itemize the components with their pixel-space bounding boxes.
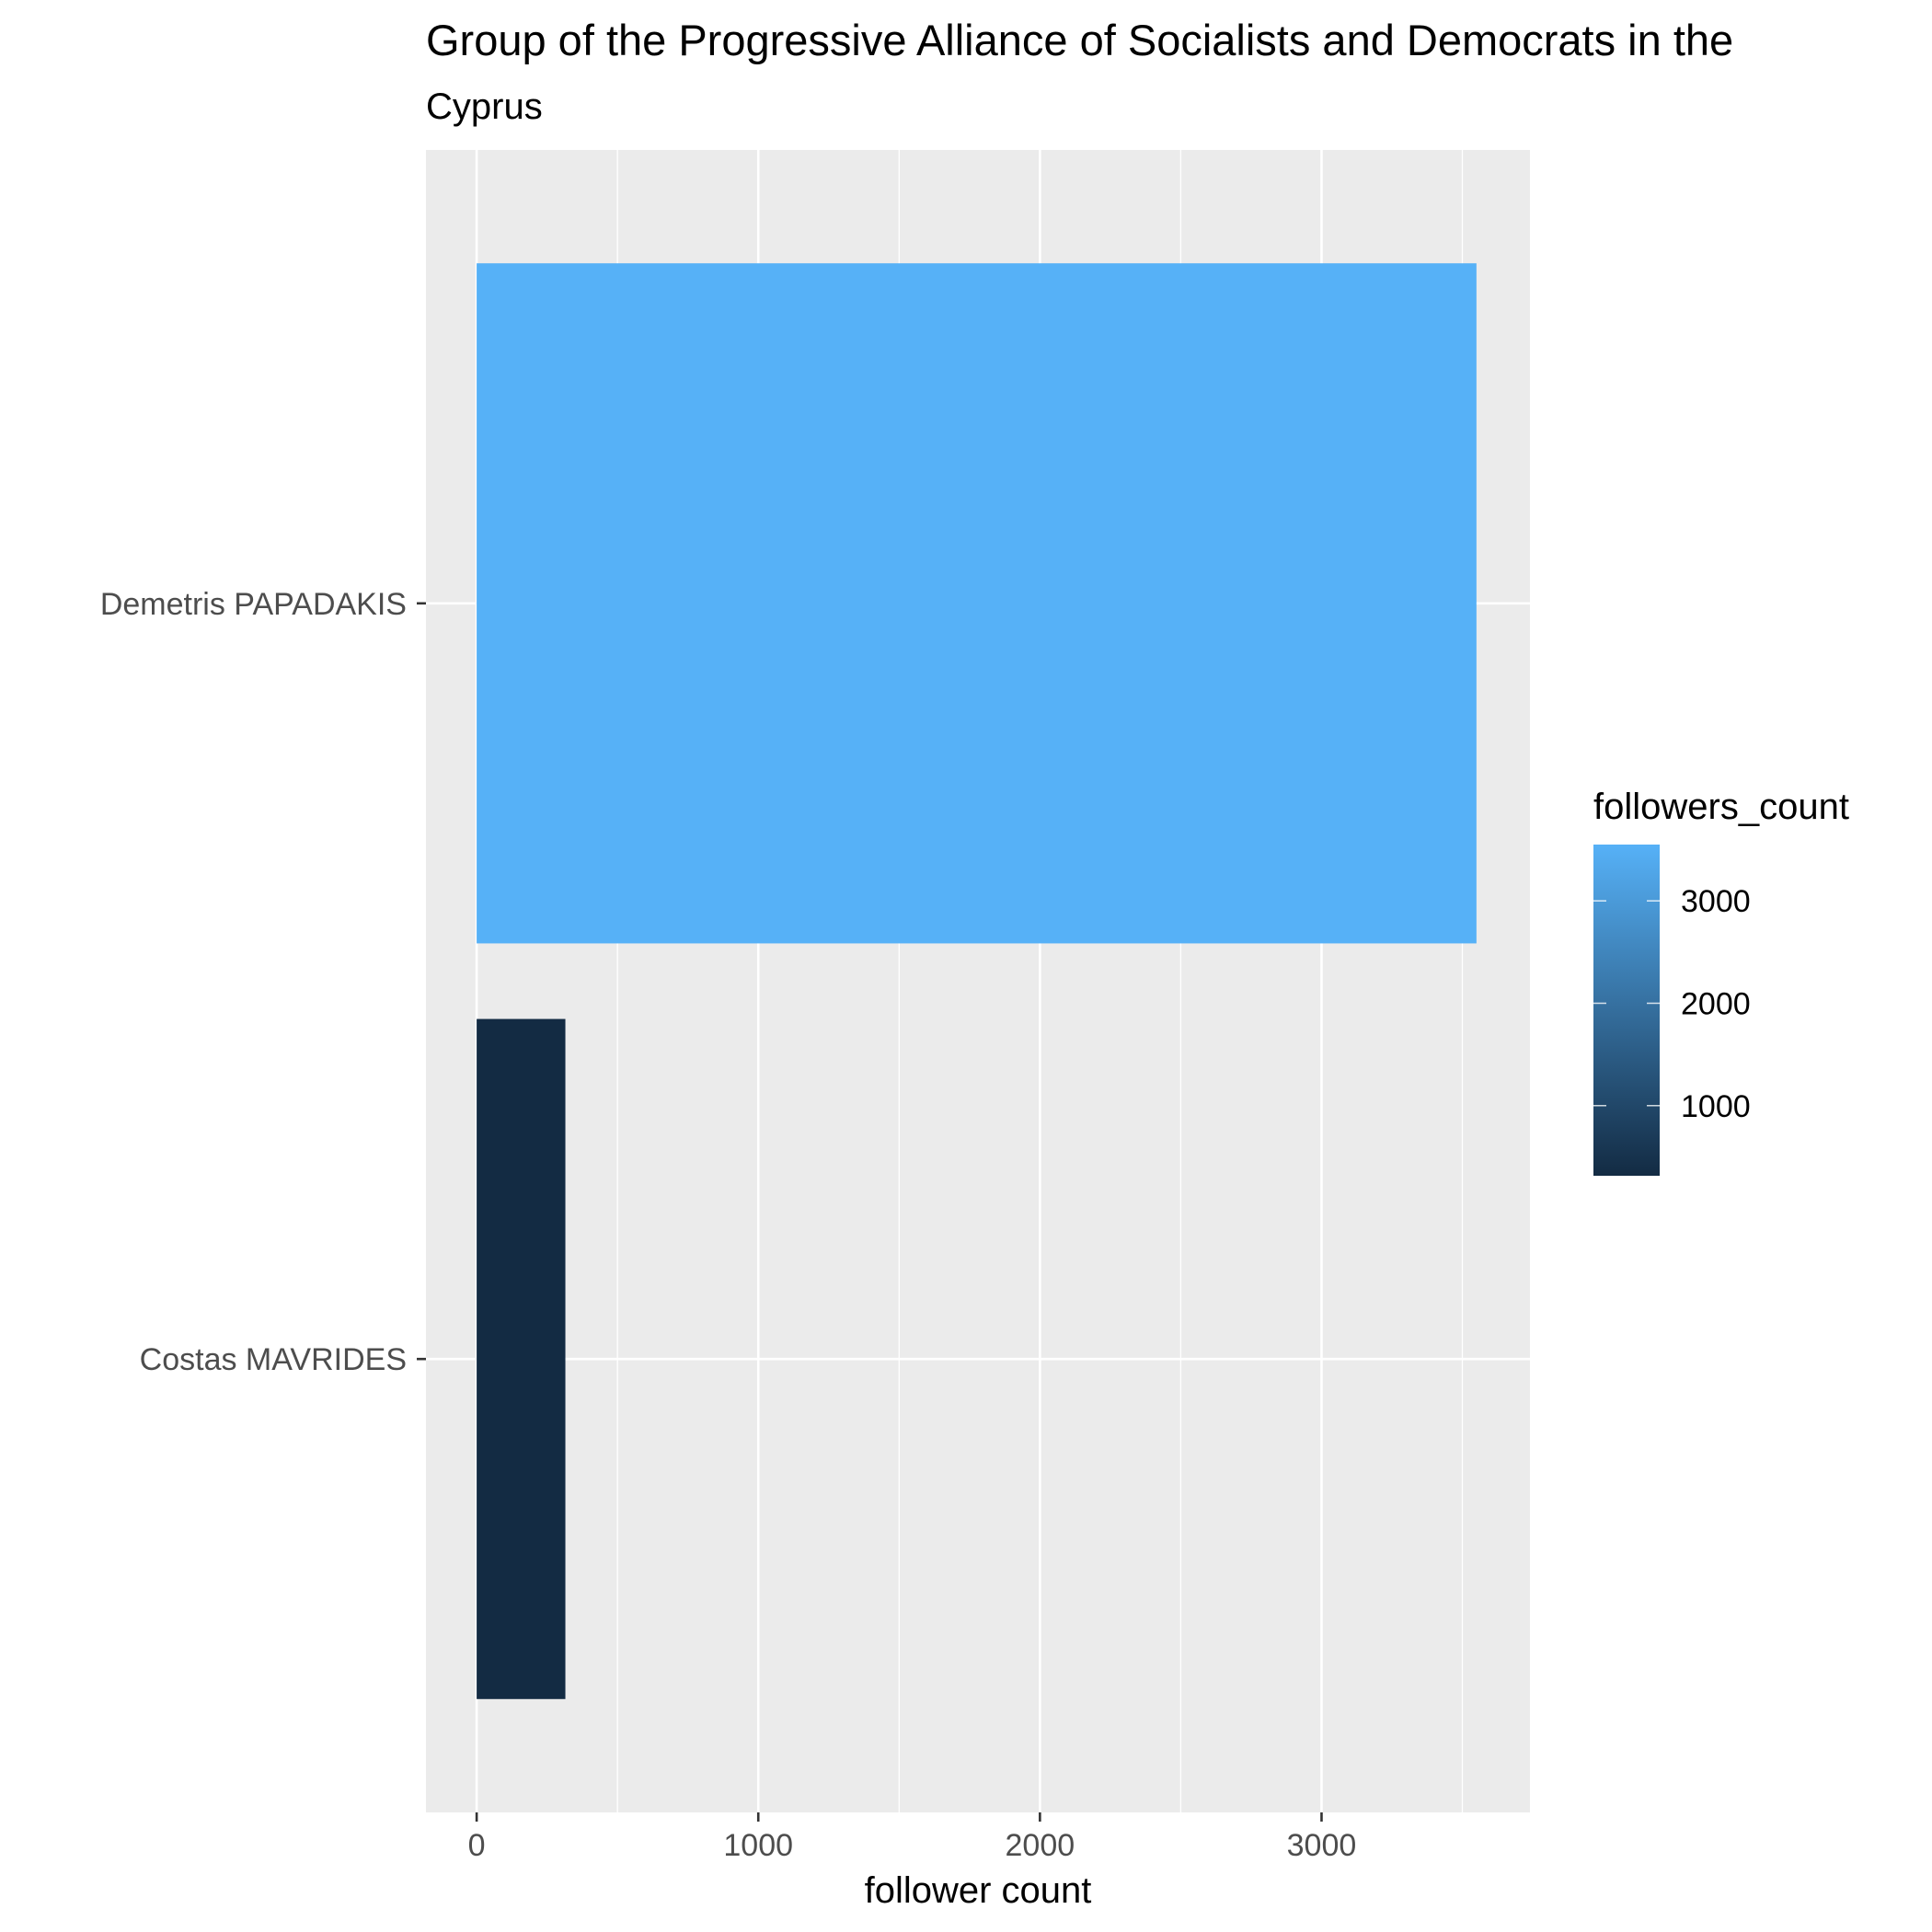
legend-tick-label: 3000 (1681, 884, 1751, 919)
y-axis: Demetris PAPADAKIS Costas MAVRIDES (100, 587, 426, 1377)
legend-tick-label: 2000 (1681, 986, 1751, 1021)
bar (477, 263, 1477, 944)
legend-colorbar (1593, 845, 1660, 1176)
legend-tick-label: 1000 (1681, 1089, 1751, 1124)
x-tick-label: 2000 (1006, 1828, 1075, 1863)
y-tick-label: Demetris PAPADAKIS (100, 587, 407, 622)
chart-title: Group of the Progressive Alliance of Soc… (426, 16, 1733, 64)
x-tick-label: 0 (468, 1828, 486, 1863)
legend: followers_count 1000 2000 3000 (1593, 787, 1849, 1176)
x-tick-label: 1000 (723, 1828, 793, 1863)
chart-subtitle: Cyprus (426, 86, 543, 127)
bar (477, 1018, 566, 1699)
legend-title: followers_count (1593, 787, 1849, 827)
x-axis-title: follower count (865, 1870, 1092, 1911)
x-axis: 0 1000 2000 3000 (468, 1812, 1357, 1863)
x-tick-label: 3000 (1287, 1828, 1357, 1863)
y-tick-label: Costas MAVRIDES (140, 1342, 407, 1377)
bars (477, 263, 1477, 1699)
legend-ticks: 1000 2000 3000 (1593, 884, 1751, 1124)
